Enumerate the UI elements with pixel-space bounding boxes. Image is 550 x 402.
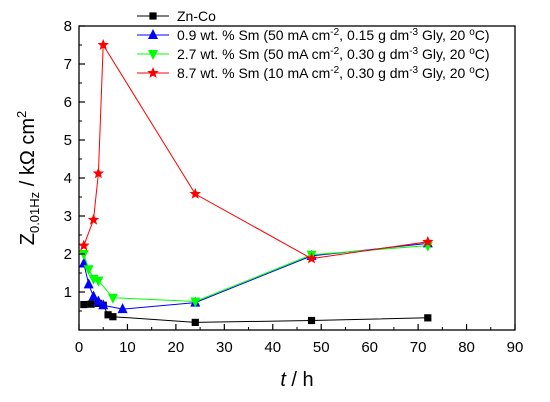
data-point [189,187,201,199]
data-point [97,39,109,50]
data-point [191,318,199,326]
x-tick-label: 40 [264,339,281,356]
y-tick-label: 7 [64,56,72,73]
data-point [78,250,89,260]
legend-label: 2.7 wt. % Sm (50 mA cm-2, 0.30 g dm-3 Gl… [177,46,490,62]
data-point [104,311,112,319]
data-point [190,297,201,308]
data-point [80,300,88,309]
data-point [92,167,105,179]
series-line [83,302,428,323]
data-point [93,295,104,306]
y-tick-label: 2 [64,246,72,263]
x-tick-label: 70 [410,339,427,356]
series-0 [80,299,432,326]
data-point [109,313,117,321]
y-axis-title: Z0.01Hz / kΩ cm2 [14,111,42,246]
legend-marker [148,50,158,60]
x-tick-label: 50 [313,339,330,356]
data-point [117,303,128,314]
axes-layer: 0 10 20 30 40 50 60 70 80 90 1 2 3 4 5 6 7 8 [64,18,524,356]
legend-label: Zn-Co [177,8,216,24]
x-tick-label: 80 [458,339,475,356]
data-point [307,316,316,325]
x-tick-label: 10 [119,339,136,356]
data-point [78,239,90,251]
y-tick-label: 3 [64,208,72,225]
y-axis-title-sup: 2 [14,111,29,118]
legend-label: 0.9 wt. % Sm (50 mA cm-2, 0.15 g dm-3 Gl… [177,27,490,43]
data-point [424,314,432,322]
data-point [87,300,95,308]
y-tick-label: 5 [64,132,72,149]
y-axis-title-rest: / kΩ cm [17,118,39,192]
series-3 [78,39,434,264]
x-tick-label: 30 [216,339,233,356]
data-point [83,278,94,289]
data-point [98,299,109,310]
legend: Zn-Co 0.9 wt. % Sm (50 mA cm-2, 0.15 g dm… [137,8,490,81]
series-line [83,245,428,303]
data-point [78,257,89,268]
data-point [83,265,94,276]
x-tick-label: 60 [361,339,378,356]
legend-marker [147,67,159,78]
x-axis-title-rest: / h [286,369,314,391]
x-axis-title: t / h [280,369,313,391]
y-axis-title-sub: 0.01Hz [27,192,42,233]
x-tick-label: 0 [75,339,83,356]
data-point [93,276,104,287]
series-layer [78,39,434,326]
legend-label: 8.7 wt. % Sm (10 mA cm-2, 0.30 g dm-3 Gl… [177,65,490,81]
y-tick-label: 6 [64,94,72,111]
legend-marker [149,12,157,20]
y-axis-title-main: Z [17,233,39,245]
x-tick-label: 90 [507,339,524,356]
data-point [87,213,100,225]
series-2 [78,241,433,308]
data-point [305,252,318,264]
y-tick-label: 4 [64,170,72,187]
series-line [83,242,428,310]
y-tick-label: 1 [64,284,72,301]
x-axis-title-main: t [280,369,287,391]
x-tick-label: 20 [168,339,185,356]
data-point [422,235,434,247]
y-tick-label: 8 [64,18,72,35]
data-point [88,290,99,301]
data-point [107,293,118,304]
legend-marker [148,29,158,39]
